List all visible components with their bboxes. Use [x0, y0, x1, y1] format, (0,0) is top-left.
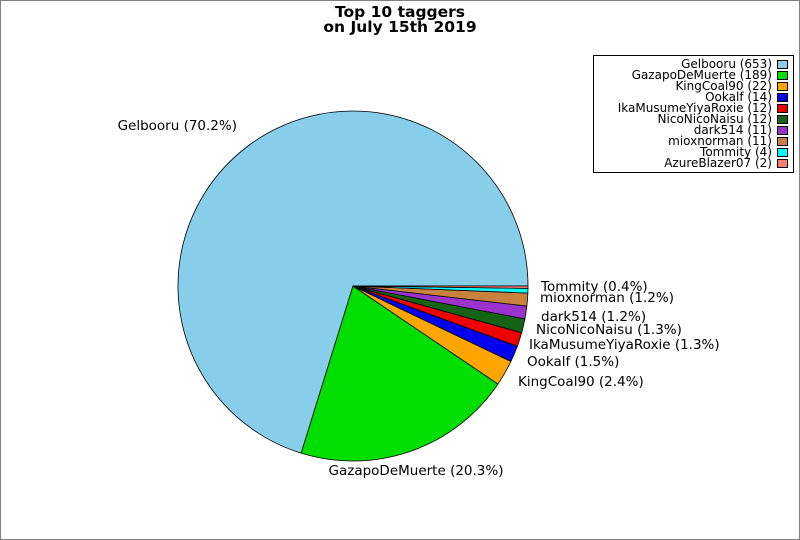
pie-label-Gelbooru: Gelbooru (70.2%) [117, 118, 237, 134]
legend-item-Tommity: Tommity (4) [596, 145, 788, 159]
legend-item-label: NicoNicoNaisu (12) [657, 112, 772, 126]
pie-label-Tommity: Tommity (0.4%) [541, 279, 648, 295]
legend-item-KingCoal90: KingCoal90 (22) [596, 79, 788, 93]
legend-item-mioxnorman: mioxnorman (11) [596, 134, 788, 148]
legend-item-label: Gelbooru (653) [681, 57, 772, 71]
pie-label-dark514: dark514 (1.2%) [541, 309, 647, 325]
legend-swatch [777, 137, 788, 146]
legend-item-label: mioxnorman (11) [668, 134, 772, 148]
legend-item-label: Tommity (4) [700, 145, 772, 159]
pie-slice-AzureBlazer07 [352, 285, 529, 289]
pie-slice-Gelbooru [177, 110, 529, 454]
legend-item-IkaMusumeYiyaRoxie: IkaMusumeYiyaRoxie (12) [596, 101, 788, 115]
legend-item-dark514: dark514 (11) [596, 123, 788, 137]
legend-item-label: AzureBlazer07 (2) [664, 156, 772, 170]
legend-swatch [777, 82, 788, 91]
legend-item-Gelbooru: Gelbooru (653) [596, 57, 788, 71]
legend: Gelbooru (653) GazapoDeMuerte (189) KingCo… [593, 55, 794, 173]
chart-title-line2: on July 15th 2019 [323, 18, 477, 36]
pie-label-NicoNicoNaisu: NicoNicoNaisu (1.3%) [536, 322, 682, 338]
legend-item-AzureBlazer07: AzureBlazer07 (2) [596, 156, 788, 170]
legend-item-NicoNicoNaisu: NicoNicoNaisu (12) [596, 112, 788, 126]
chart-title-line1: Top 10 taggers [334, 3, 466, 21]
legend-item-label: Ookalf (14) [705, 90, 772, 104]
legend-item-Ookalf: Ookalf (14) [596, 90, 788, 104]
legend-swatch [777, 115, 788, 124]
legend-item-label: IkaMusumeYiyaRoxie (12) [617, 101, 772, 115]
pie-label-GazapoDeMuerte: GazapoDeMuerte (20.3%) [328, 463, 504, 479]
legend-item-label: KingCoal90 (22) [675, 79, 772, 93]
pie-label-IkaMusumeYiyaRoxie: IkaMusumeYiyaRoxie (1.3%) [529, 337, 720, 353]
legend-swatch [777, 71, 788, 80]
legend-item-GazapoDeMuerte: GazapoDeMuerte (189) [596, 68, 788, 82]
pie-label-KingCoal90: KingCoal90 (2.4%) [518, 374, 644, 390]
chart-title: Top 10 taggers on July 15th 2019 [1, 3, 799, 36]
legend-swatch [777, 159, 788, 168]
legend-swatch [777, 148, 788, 157]
legend-swatch [777, 126, 788, 135]
pie-label-Ookalf: Ookalf (1.5%) [527, 354, 620, 370]
legend-item-label: GazapoDeMuerte (189) [631, 68, 772, 82]
pie-label-mioxnorman: mioxnorman (1.2%) [540, 290, 674, 306]
legend-item-label: dark514 (11) [693, 123, 772, 137]
pie-slice-GazapoDeMuerte [300, 285, 499, 462]
legend-swatch [777, 93, 788, 102]
legend-swatch [777, 60, 788, 69]
legend-swatch [777, 104, 788, 113]
